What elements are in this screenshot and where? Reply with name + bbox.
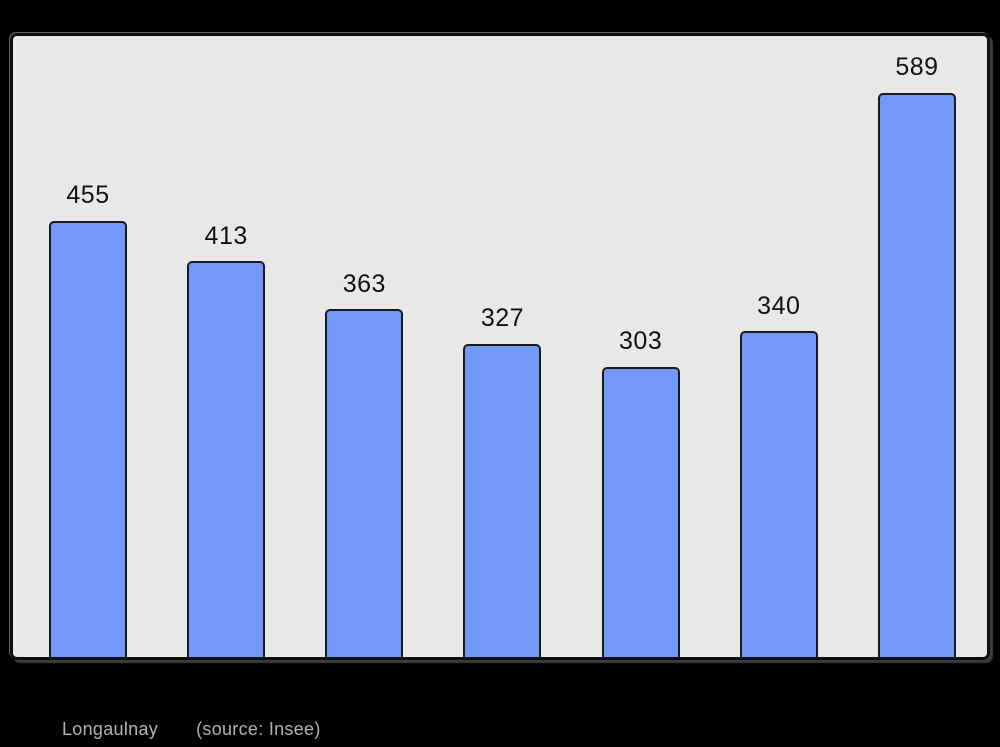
bar-slot: 340 — [739, 36, 818, 657]
bars-row: 455 413 363 327 303 340 589 — [13, 36, 987, 657]
caption-source-label: (source: Insee) — [196, 719, 321, 739]
bar — [325, 309, 404, 657]
bar — [739, 331, 818, 657]
bar — [463, 343, 542, 657]
caption-place-label: Longaulnay — [62, 719, 159, 739]
bar-value-label: 303 — [619, 327, 663, 356]
bar-value-label: 589 — [895, 53, 939, 82]
bar-slot: 363 — [325, 36, 404, 657]
chart-plot-area: 455 413 363 327 303 340 589 — [10, 33, 990, 660]
bar-slot: 327 — [463, 36, 542, 657]
bar-slot: 413 — [187, 36, 266, 657]
bar-value-label: 455 — [66, 181, 110, 210]
bar-slot: 455 — [49, 36, 127, 657]
bar-value-label: 340 — [757, 291, 801, 320]
bar — [49, 220, 127, 657]
bar-value-label: 413 — [204, 221, 248, 250]
bar-value-label: 327 — [480, 304, 525, 333]
bar — [601, 366, 680, 657]
bar-slot: 303 — [601, 36, 680, 657]
bar — [187, 261, 266, 657]
bar-value-label: 363 — [342, 269, 386, 298]
bar — [877, 92, 956, 657]
chart-caption: Longaulnay (source: Insee) — [62, 719, 321, 740]
bar-slot: 589 — [877, 36, 956, 657]
